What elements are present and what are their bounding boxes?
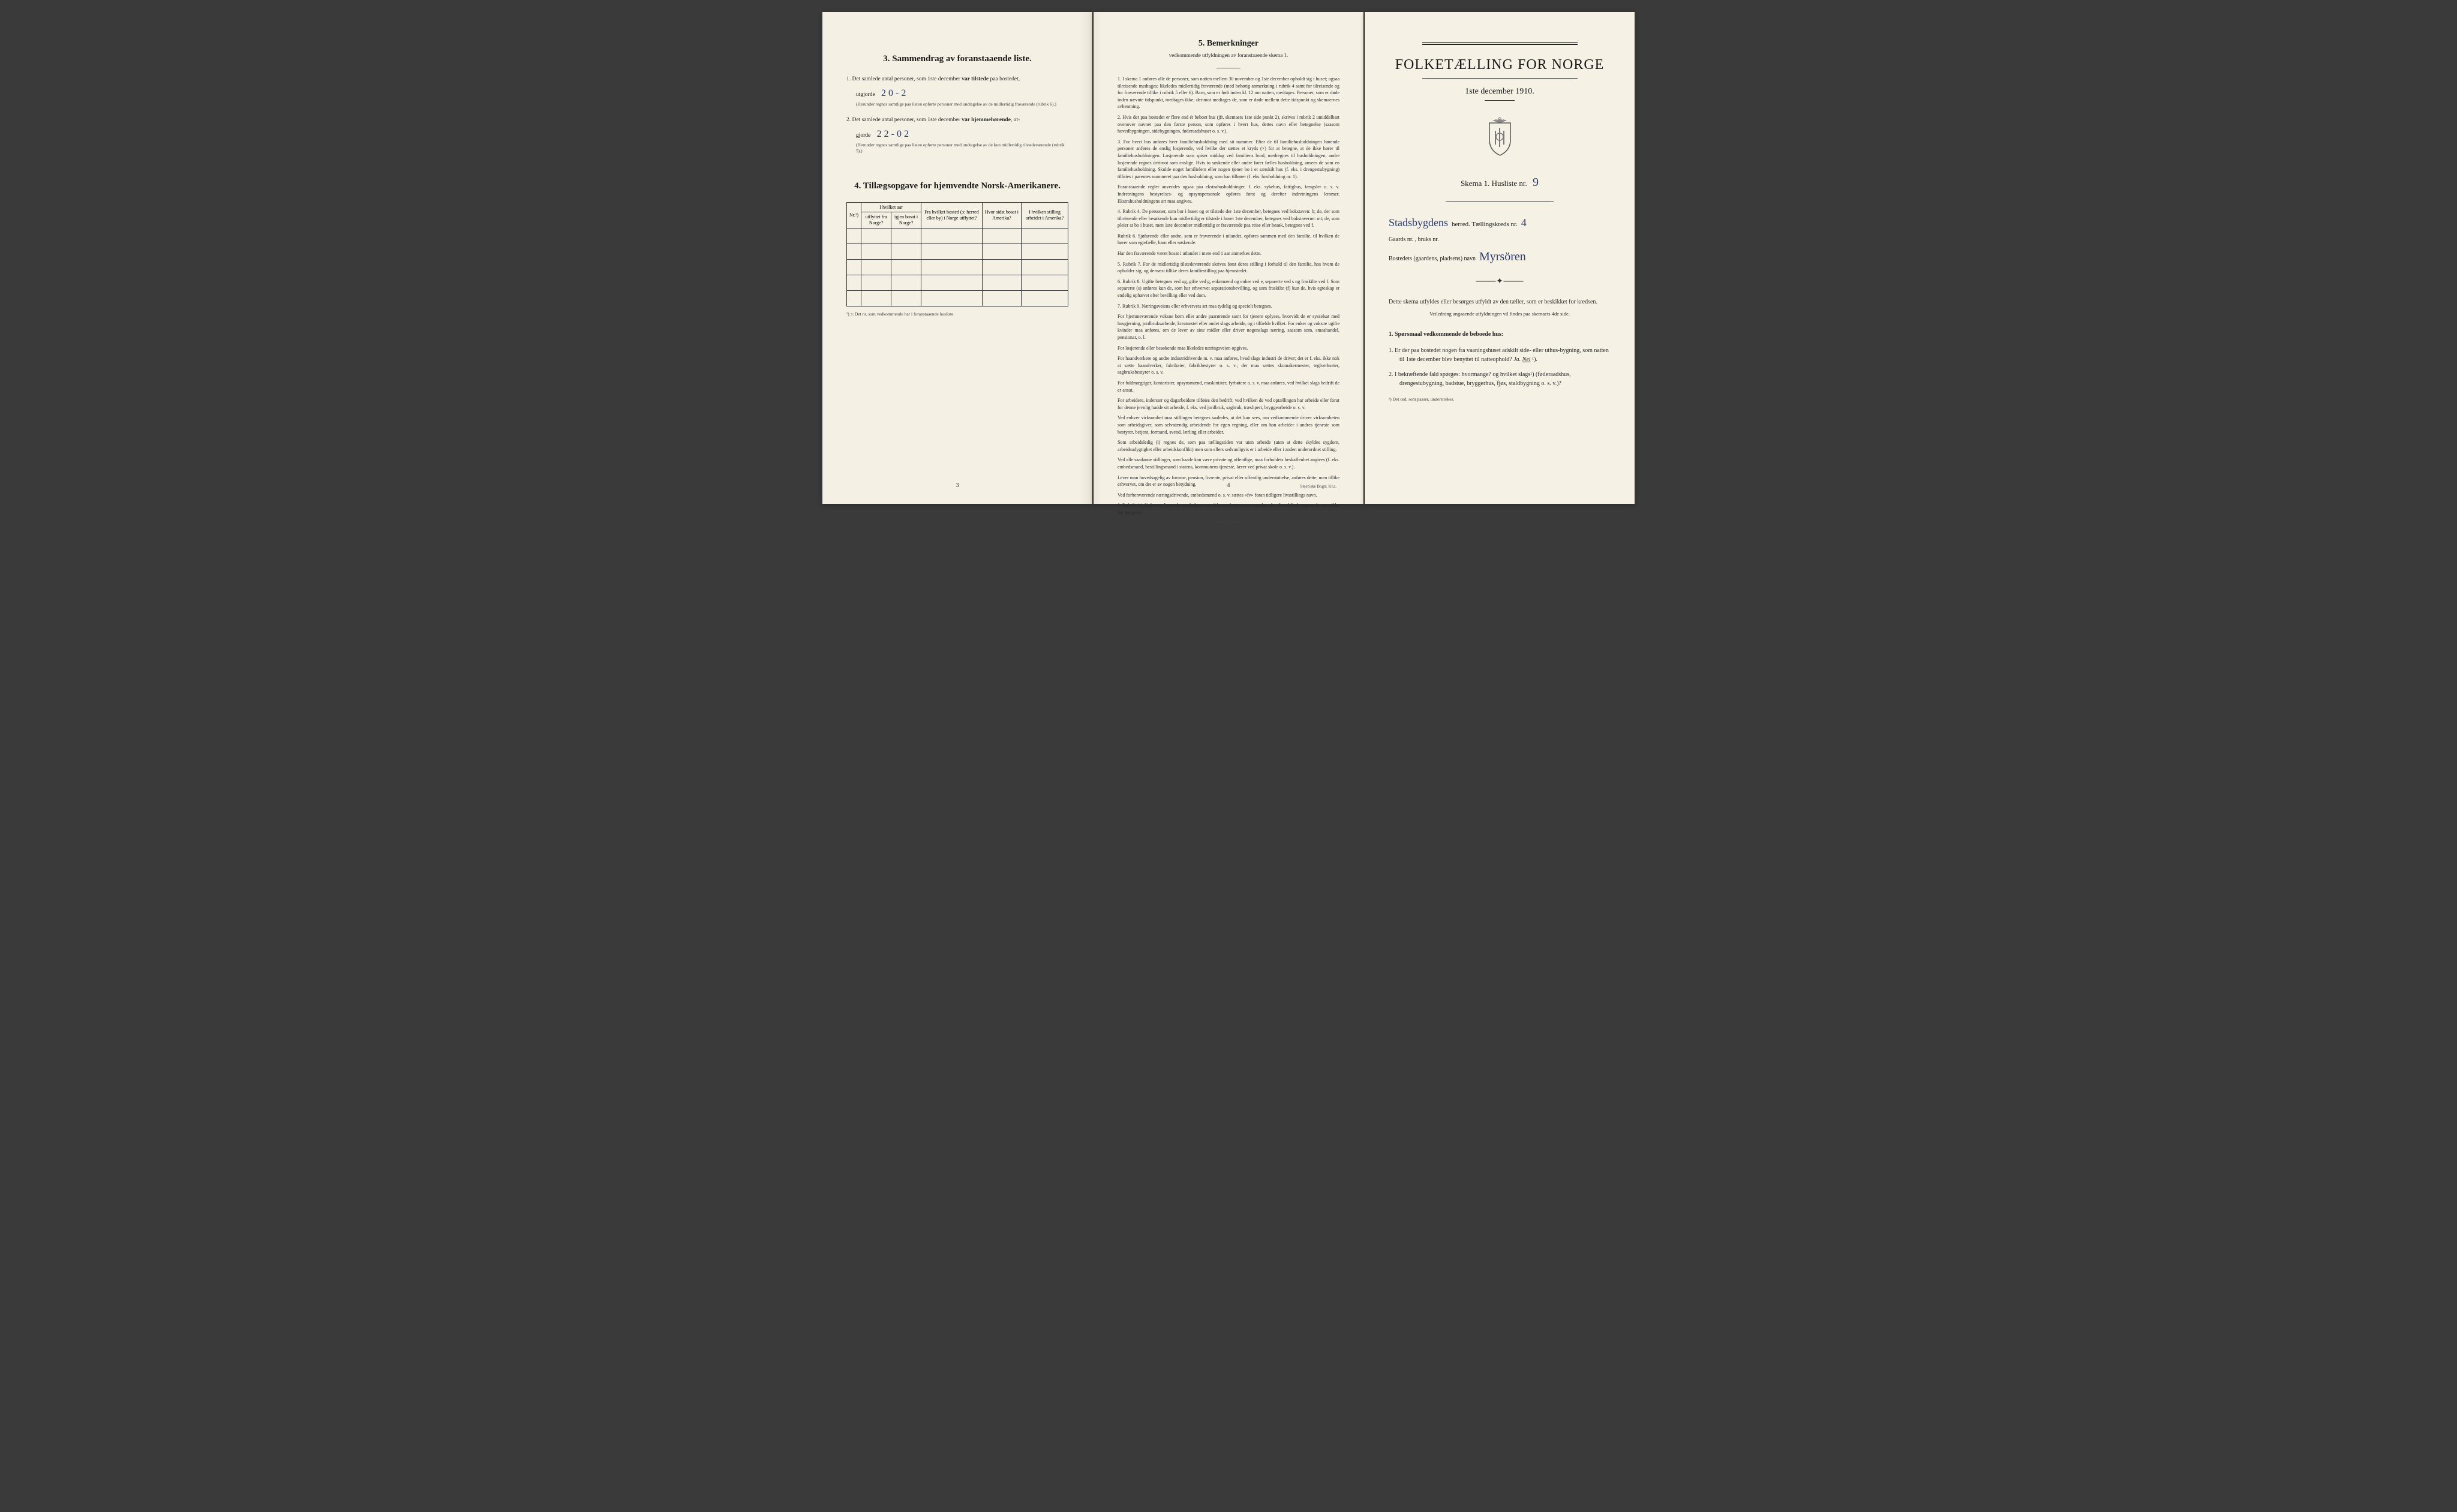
question-2: 2. I bekræftende fald spørges: hvormange… bbox=[1389, 370, 1611, 388]
page-number-3: 3 bbox=[822, 482, 1092, 489]
herred-row: Stadsbygdens herred. Tællingskreds nr. 4 bbox=[1389, 217, 1611, 229]
page-title-page: FOLKETÆLLING FOR NORGE 1ste december 191… bbox=[1365, 12, 1635, 504]
tilstede-value: 2 0 - 2 bbox=[881, 88, 906, 98]
section-5-title: 5. Bemerkninger bbox=[1118, 39, 1339, 49]
coat-of-arms bbox=[1389, 116, 1611, 161]
census-title: FOLKETÆLLING FOR NORGE bbox=[1389, 57, 1611, 73]
table-row bbox=[847, 228, 1068, 244]
ornament: ⸻✦⸻ bbox=[1389, 275, 1611, 287]
item2-note: (Herunder regnes samtlige paa listen opf… bbox=[846, 142, 1068, 154]
th-utflyttet: utflyttet fra Norge? bbox=[861, 212, 891, 228]
th-bosat: igjen bosat i Norge? bbox=[891, 212, 921, 228]
husliste-nr: 9 bbox=[1533, 176, 1539, 189]
bosted-value: Myrsören bbox=[1479, 250, 1526, 264]
bemerkning-item: For haandverkere og andre industridriven… bbox=[1118, 355, 1339, 376]
summary-item-1: 1. Det samlede antal personer, som 1ste … bbox=[846, 75, 1068, 83]
hjemme-value: 2 2 - 0 2 bbox=[877, 129, 909, 139]
bemerkning-item: Ved forhenværende næringsdrivende, embed… bbox=[1118, 492, 1339, 499]
bemerkning-item: 1. I skema 1 anføres alle de personer, s… bbox=[1118, 76, 1339, 110]
item2-line2: gjorde 2 2 - 0 2 bbox=[846, 129, 1068, 140]
bemerkning-item: 3. For hvert hus anføres hver familiehus… bbox=[1118, 139, 1339, 181]
bemerkning-item: 4. Rubrik 4. De personer, som bor i huse… bbox=[1118, 208, 1339, 229]
table-row bbox=[847, 290, 1068, 306]
census-date: 1ste december 1910. bbox=[1389, 87, 1611, 97]
instruction-1: Dette skema utfyldes eller besørges utfy… bbox=[1389, 297, 1611, 306]
question-header: 1. Spørsmaal vedkommende de beboede hus: bbox=[1389, 330, 1611, 339]
bemerkning-item: 6. Rubrik 8. Ugifte betegnes ved ug, gif… bbox=[1118, 278, 1339, 299]
bemerkning-item: Har den fraværende været bosat i utlande… bbox=[1118, 250, 1339, 257]
th-bosted: Fra hvilket bosted (ɔ: herred eller by) … bbox=[921, 202, 983, 228]
table-row bbox=[847, 259, 1068, 275]
section-4-title: 4. Tillægsopgave for hjemvendte Norsk-Am… bbox=[846, 181, 1068, 191]
instruction-2: Veiledning angaaende utfyldningen vil fi… bbox=[1389, 310, 1611, 318]
table-row bbox=[847, 244, 1068, 259]
bemerkning-item: Ved alle saadanne stillinger, som baade … bbox=[1118, 456, 1339, 470]
bemerkninger-list: 1. I skema 1 anføres alle de personer, s… bbox=[1118, 76, 1339, 516]
bemerkning-item: For hjemmeværende voksne børn eller andr… bbox=[1118, 313, 1339, 341]
table-footnote: ¹) ɔ: Det nr. som vedkommende har i fora… bbox=[846, 311, 1068, 317]
page-3: 3. Sammendrag av foranstaaende liste. 1.… bbox=[822, 12, 1092, 504]
bemerkning-item: 8. Rubrik 14. Sinker og lignende aandssl… bbox=[1118, 502, 1339, 516]
herred-value: Stadsbygdens bbox=[1389, 217, 1448, 229]
table-row bbox=[847, 275, 1068, 290]
bemerkning-item: For arbeidere, inderster og dagarbeidere… bbox=[1118, 397, 1339, 411]
bemerkning-item: Ved enhver virksomhet maa stillingen bet… bbox=[1118, 414, 1339, 435]
summary-item-2: 2. Det samlede antal personer, som 1ste … bbox=[846, 116, 1068, 124]
bemerkning-item: Som arbeidsledig (l) regnes de, som paa … bbox=[1118, 439, 1339, 453]
th-stilling: I hvilken stilling arbeidet i Amerika? bbox=[1022, 202, 1068, 228]
question-1: 1. Er der paa bostedet nogen fra vaaning… bbox=[1389, 346, 1611, 364]
page-4: 5. Bemerkninger vedkommende utfyldningen… bbox=[1094, 12, 1363, 504]
bemerkning-item: Rubrik 6. Sjøfarende eller andre, som er… bbox=[1118, 233, 1339, 247]
document-spread: 3. Sammendrag av foranstaaende liste. 1.… bbox=[822, 12, 1635, 504]
bemerkning-item: 2. Hvis der paa bostedet er flere end ét… bbox=[1118, 114, 1339, 135]
table-body bbox=[847, 228, 1068, 306]
section-5-subtitle: vedkommende utfyldningen av foranstaaend… bbox=[1118, 52, 1339, 58]
bemerkning-item: For losjerende eller besøkende maa likel… bbox=[1118, 345, 1339, 352]
item1-note: (Herunder regnes samtlige paa listen opf… bbox=[846, 101, 1068, 107]
printer-credit: Steen'ske Bogtr. Kr.a. bbox=[1300, 484, 1336, 489]
item1-line2: utgjorde 2 0 - 2 bbox=[846, 88, 1068, 99]
bemerkning-item: Foranstaaende regler anvendes ogsaa paa … bbox=[1118, 184, 1339, 205]
bemerkning-item: For fuldmægtiger, kontorister, opsynsmæn… bbox=[1118, 380, 1339, 393]
nei-answer: Nei bbox=[1522, 356, 1531, 363]
skema-line: Skema 1. Husliste nr. 9 bbox=[1389, 176, 1611, 190]
gaards-row: Gaards nr. , bruks nr. bbox=[1389, 236, 1611, 243]
right-footnote: ¹) Det ord, som passer, understrekes. bbox=[1389, 396, 1611, 402]
crest-svg bbox=[1483, 116, 1516, 158]
th-aar: I hvilket aar bbox=[861, 202, 921, 212]
bemerkning-item: 7. Rubrik 9. Næringsveiens eller erhverv… bbox=[1118, 303, 1339, 310]
norsk-amerikanere-table: Nr.¹) I hvilket aar Fra hvilket bosted (… bbox=[846, 202, 1068, 306]
th-amerika: Hvor sidst bosat i Amerika? bbox=[982, 202, 1021, 228]
th-nr: Nr.¹) bbox=[847, 202, 861, 228]
section-3-title: 3. Sammendrag av foranstaaende liste. bbox=[846, 54, 1068, 64]
bosted-row: Bostedets (gaardens, pladsens) navn Myrs… bbox=[1389, 250, 1611, 264]
kreds-value: 4 bbox=[1521, 217, 1527, 229]
bemerkning-item: 5. Rubrik 7. For de midlertidig tilstede… bbox=[1118, 261, 1339, 275]
